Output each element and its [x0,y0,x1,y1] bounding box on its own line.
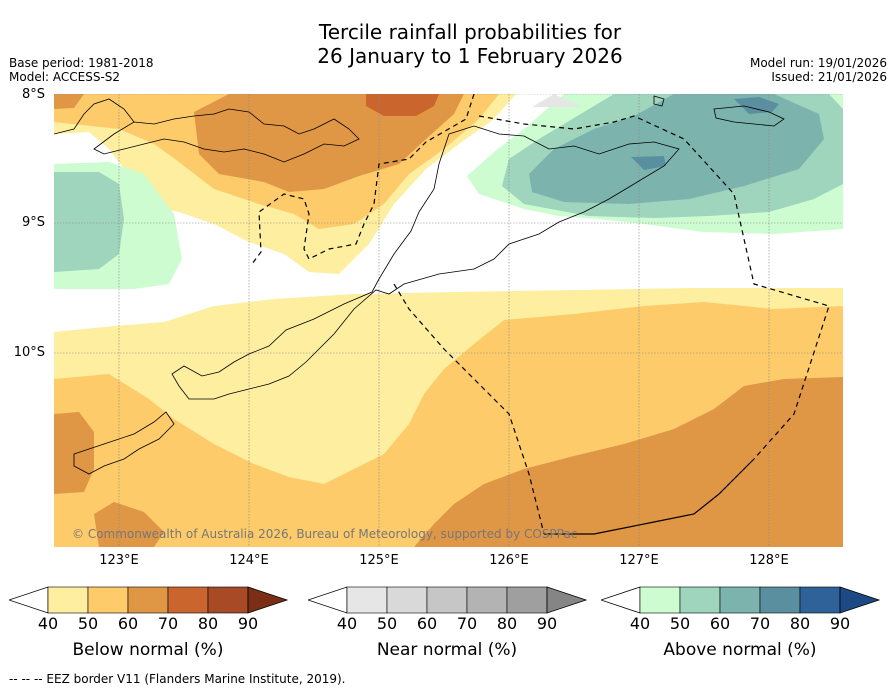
map-title: Tercile rainfall probabilities for 26 Ja… [0,20,896,68]
colorbar-below-tick-40: 40 [37,614,59,633]
colorbar-near-title: Near normal (%) [376,640,518,660]
below-60-south [414,377,843,547]
title-line-2: 26 January to 1 February 2026 [317,44,623,68]
colorbar-below-bin-1 [87,586,129,614]
meta-right: Model run: 19/01/2026 Issued: 21/01/2026 [750,56,887,84]
colorbar-below-tick-50: 50 [77,614,99,633]
base-period: Base period: 1981-2018 [9,56,154,70]
colorbar-above-tick-90: 90 [829,614,851,633]
colorbar-near-bin-4 [506,586,548,614]
colorbar-near-tick-70: 70 [456,614,478,633]
lat-label-8s: 8°S [21,87,45,102]
above-60-east [529,94,824,204]
eez-footer: -- -- -- EEZ border V11 (Flanders Marine… [9,672,346,686]
colorbar-above-title: Above normal (%) [663,640,817,660]
colorbar-below-min-extend [9,586,49,614]
grid-lines [54,94,843,547]
colorbar-above-bin-4 [799,586,841,614]
colorbar-below-tick-80: 80 [197,614,219,633]
colorbar-near-max-extend [546,586,588,614]
below-60-north [54,94,464,192]
issued-date: Issued: 21/01/2026 [771,70,887,84]
colorbar-near-tick-40: 40 [336,614,358,633]
alor-coast [93,108,360,163]
colorbar-below-max-extend [247,586,289,614]
colorbar-above-tick-50: 50 [669,614,691,633]
colorbar-above-min-extend [601,586,641,614]
rainfall-map: © Commonwealth of Australia 2026, Bureau… [54,94,843,547]
wetar-coast [713,105,785,127]
colorbar-near-min-extend [308,586,348,614]
atauro-coast [653,95,665,107]
colorbar-near-bin-2 [426,586,468,614]
meta-left: Base period: 1981-2018 Model: ACCESS-S2 [9,56,154,84]
lon-label-128e: 128°E [749,553,789,568]
colorbar-above-bin-0 [639,586,681,614]
lon-label-126e: 126°E [489,553,529,568]
near-40-patch-1 [532,94,582,107]
below-70-north [366,94,439,116]
above-70-patch-2 [734,97,779,114]
colorbar-above-tick-40: 40 [629,614,651,633]
lon-label-123e: 123°E [99,553,139,568]
below-60-south-west [54,412,94,494]
colorbar-near-tick-90: 90 [536,614,558,633]
lon-label-125e: 125°E [359,553,399,568]
below-60-south-west-2 [94,502,164,547]
above-70-patch-1 [631,156,666,170]
colorbar-below-bin-4 [207,586,249,614]
timor-coast [171,125,680,400]
north-islands-coast [54,98,135,135]
colorbar-below-tick-60: 60 [117,614,139,633]
colorbar-below-bin-2 [127,586,169,614]
colorbar-above-bin-3 [759,586,801,614]
above-50-west [54,172,124,272]
rote-coast [73,411,175,475]
colorbar-near-bin-0 [346,586,388,614]
coastlines [54,95,785,475]
colorbar-near [308,586,588,614]
model-name: Model: ACCESS-S2 [9,70,121,84]
colorbar-below-bin-0 [47,586,89,614]
title-line-1: Tercile rainfall probabilities for [318,20,622,44]
colorbar-above-tick-60: 60 [709,614,731,633]
colorbar-above-tick-80: 80 [789,614,811,633]
lat-label-9s: 9°S [21,215,45,230]
colorbar-below [9,586,289,614]
colorbar-near-tick-50: 50 [376,614,398,633]
colorbar-below-title: Below normal (%) [72,640,224,660]
eez-border [251,94,830,535]
colorbar-above-max-extend [839,586,881,614]
colorbar-below-tick-70: 70 [157,614,179,633]
colorbar-below-tick-90: 90 [237,614,259,633]
colorbar-near-bin-1 [386,586,428,614]
colorbar-above-bin-2 [719,586,761,614]
colorbar-near-tick-80: 80 [496,614,518,633]
colorbar-above-tick-70: 70 [749,614,771,633]
colorbar-below-bin-3 [167,586,209,614]
colorbar-near-bin-3 [466,586,508,614]
copyright-text: © Commonwealth of Australia 2026, Bureau… [72,527,577,541]
colorbar-near-tick-60: 60 [416,614,438,633]
lat-label-10s: 10°S [13,345,45,360]
lon-label-124e: 124°E [229,553,269,568]
colorbar-above [601,586,881,614]
colorbar-above-bin-1 [679,586,721,614]
lon-label-127e: 127°E [619,553,659,568]
model-run: Model run: 19/01/2026 [749,56,887,70]
